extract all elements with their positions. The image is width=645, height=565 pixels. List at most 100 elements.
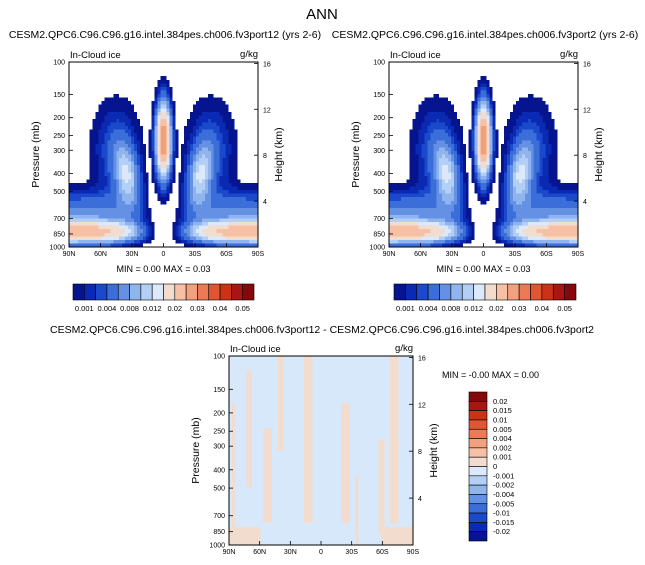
field-cell — [101, 108, 105, 113]
field-cell — [462, 143, 467, 148]
field-cell — [151, 101, 156, 106]
field-cell — [228, 193, 232, 198]
field-cell — [442, 111, 446, 116]
field-cell — [480, 115, 484, 120]
field-cell — [80, 197, 85, 202]
field-cell — [184, 133, 188, 138]
field-cell — [145, 190, 150, 195]
field-cell — [157, 83, 161, 88]
field-cell — [89, 179, 94, 184]
field-cell — [133, 200, 138, 205]
field-cell — [448, 104, 452, 109]
field-cell — [409, 126, 414, 130]
field-cell — [125, 69, 129, 74]
field-cell — [498, 90, 502, 95]
field-cell — [504, 118, 508, 123]
field-cell — [77, 222, 82, 227]
field-cell — [225, 83, 229, 88]
field-cell — [92, 222, 96, 227]
field-cell — [172, 200, 176, 205]
field-cell — [572, 62, 576, 66]
field-cell — [166, 108, 170, 113]
field-cell — [474, 140, 478, 145]
field-cell — [83, 136, 88, 141]
field-cell — [510, 90, 514, 95]
field-cell — [133, 243, 138, 248]
field-cell — [533, 136, 538, 141]
field-cell — [116, 161, 120, 166]
field-cell — [172, 104, 176, 109]
field-cell — [145, 72, 150, 77]
field-cell — [71, 147, 76, 152]
field-cell — [213, 168, 218, 173]
field-cell — [142, 186, 147, 191]
field-cell — [572, 126, 576, 130]
field-cell — [391, 108, 396, 113]
field-cell — [163, 175, 167, 180]
field-cell — [237, 197, 241, 202]
field-cell — [169, 175, 173, 180]
field-cell — [175, 140, 179, 145]
field-cell — [222, 108, 226, 113]
field-cell — [198, 243, 203, 248]
field-cell — [151, 76, 156, 81]
field-cell — [515, 115, 520, 120]
field-cell — [572, 72, 576, 77]
field-cell — [139, 214, 144, 219]
field-cell — [77, 118, 82, 123]
field-cell — [210, 165, 215, 170]
field-cell — [231, 62, 235, 66]
field-cell — [101, 179, 105, 184]
field-cell — [430, 104, 434, 109]
field-cell — [542, 108, 546, 113]
field-cell — [412, 101, 416, 106]
field-cell — [527, 115, 532, 120]
field-cell — [116, 147, 120, 152]
field-cell — [240, 204, 244, 209]
field-cell — [521, 83, 526, 88]
field-cell — [228, 79, 232, 84]
field-cell — [80, 147, 85, 152]
field-cell — [204, 122, 209, 127]
field-cell — [74, 122, 79, 127]
field-cell — [243, 186, 247, 191]
field-cell — [551, 65, 555, 70]
field-cell — [498, 76, 502, 81]
field-cell — [518, 94, 523, 98]
field-cell — [219, 122, 223, 127]
field-cell — [160, 79, 164, 84]
field-cell — [122, 143, 126, 148]
field-cell — [213, 165, 218, 170]
field-cell — [172, 232, 176, 237]
field-cell — [116, 150, 120, 155]
field-cell — [412, 65, 416, 70]
field-cell — [572, 133, 576, 138]
field-cell — [391, 101, 396, 106]
field-cell — [557, 143, 561, 148]
field-cell — [569, 111, 573, 116]
field-cell — [252, 243, 256, 248]
field-cell — [190, 186, 194, 191]
field-cell — [187, 69, 191, 74]
field-cell — [207, 129, 212, 134]
field-cell — [424, 83, 428, 88]
field-cell — [225, 133, 229, 138]
field-cell — [527, 111, 532, 116]
field-cell — [225, 211, 229, 216]
field-cell — [243, 190, 247, 195]
field-cell — [175, 136, 179, 141]
field-cell — [169, 229, 173, 234]
field-cell — [172, 211, 176, 216]
field-cell — [77, 172, 82, 177]
field-cell — [128, 101, 132, 106]
field-cell — [193, 136, 197, 141]
field-cell — [107, 65, 111, 70]
field-cell — [92, 83, 96, 88]
field-cell — [234, 193, 238, 198]
field-cell — [515, 118, 520, 123]
field-cell — [71, 143, 76, 148]
field-cell — [104, 225, 108, 230]
field-cell — [249, 179, 253, 184]
field-cell — [495, 143, 499, 148]
field-cell — [139, 243, 144, 248]
